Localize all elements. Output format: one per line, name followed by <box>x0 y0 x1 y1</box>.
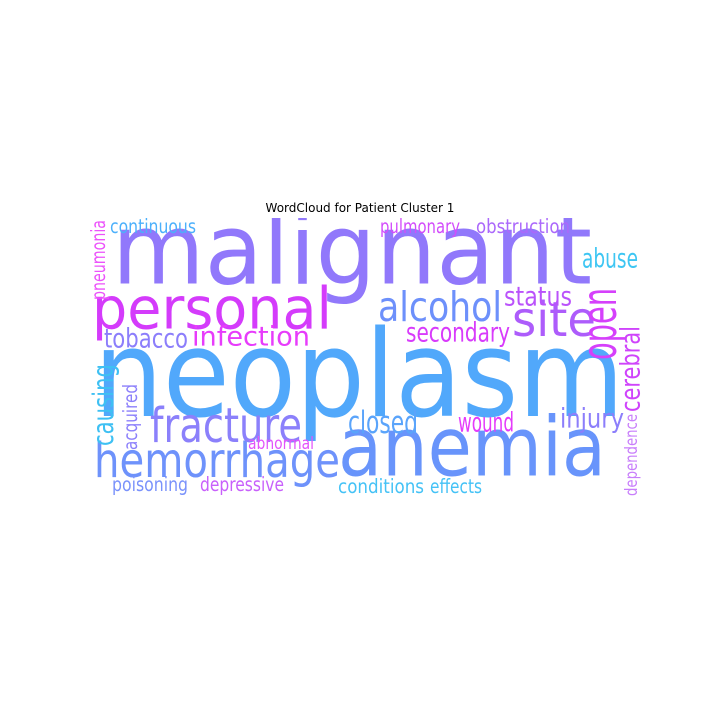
word-fracture: fracture <box>150 398 302 454</box>
word-neoplasm: neoplasm <box>94 306 624 445</box>
word-conditions: conditions <box>338 475 424 496</box>
word-acquired: acquired <box>119 384 142 450</box>
word-infection: infection <box>192 322 310 353</box>
chart-title: WordCloud for Patient Cluster 1 <box>265 201 455 215</box>
word-personal: personal <box>92 275 332 342</box>
word-hemorrhage: hemorrhage <box>94 433 340 489</box>
word-depressive: depressive <box>200 473 284 496</box>
word-secondary: secondary <box>406 318 510 349</box>
word-injury: injury <box>560 404 624 435</box>
word-effects: effects <box>430 475 482 496</box>
word-open: open <box>572 288 628 360</box>
word-poisoning: poisoning <box>112 473 188 496</box>
word-status: status <box>504 282 572 313</box>
word-pneumonia: pneumonia <box>88 220 110 300</box>
word-wound: wound <box>458 408 514 439</box>
word-malignant: malignant <box>112 218 592 308</box>
word-obstruction: obstruction <box>476 218 570 238</box>
word-site: site <box>512 292 596 348</box>
word-pulmonary: pulmonary <box>380 218 460 238</box>
word-tobacco: tobacco <box>104 324 188 355</box>
word-alcohol: alcohol <box>378 283 502 331</box>
word-dependence: dependence <box>621 414 641 496</box>
word-closed: closed <box>348 405 418 441</box>
word-cerebral: cerebral <box>616 326 644 412</box>
word-abuse: abuse <box>582 244 638 275</box>
word-abnormal: abnormal <box>248 433 314 453</box>
word-anemia: anemia <box>338 400 606 495</box>
word-causing: causing <box>88 364 120 446</box>
word-continuous: continuous <box>110 218 196 238</box>
